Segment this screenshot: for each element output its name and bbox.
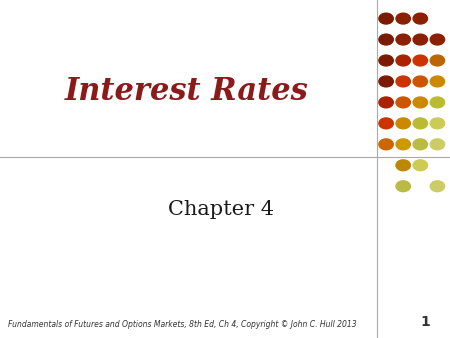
Circle shape: [413, 13, 428, 24]
Circle shape: [379, 118, 393, 129]
Circle shape: [379, 13, 393, 24]
Circle shape: [413, 34, 428, 45]
Circle shape: [413, 97, 428, 108]
Circle shape: [396, 13, 410, 24]
Text: 1: 1: [420, 315, 430, 329]
Circle shape: [396, 139, 410, 150]
Text: Interest Rates: Interest Rates: [65, 76, 309, 107]
Circle shape: [396, 55, 410, 66]
Circle shape: [430, 139, 445, 150]
Circle shape: [430, 181, 445, 192]
Circle shape: [396, 118, 410, 129]
Circle shape: [413, 139, 428, 150]
Circle shape: [396, 76, 410, 87]
Circle shape: [379, 34, 393, 45]
Circle shape: [396, 160, 410, 171]
Circle shape: [413, 160, 428, 171]
Circle shape: [379, 139, 393, 150]
Circle shape: [430, 97, 445, 108]
Circle shape: [413, 55, 428, 66]
Circle shape: [396, 181, 410, 192]
Circle shape: [379, 97, 393, 108]
Circle shape: [430, 55, 445, 66]
Circle shape: [379, 55, 393, 66]
Circle shape: [430, 118, 445, 129]
Circle shape: [413, 118, 428, 129]
Circle shape: [396, 97, 410, 108]
Circle shape: [396, 34, 410, 45]
Text: Chapter 4: Chapter 4: [167, 200, 274, 219]
Circle shape: [430, 34, 445, 45]
Circle shape: [379, 76, 393, 87]
Circle shape: [413, 76, 428, 87]
Circle shape: [430, 76, 445, 87]
Text: Fundamentals of Futures and Options Markets, 8th Ed, Ch 4, Copyright © John C. H: Fundamentals of Futures and Options Mark…: [8, 319, 357, 329]
